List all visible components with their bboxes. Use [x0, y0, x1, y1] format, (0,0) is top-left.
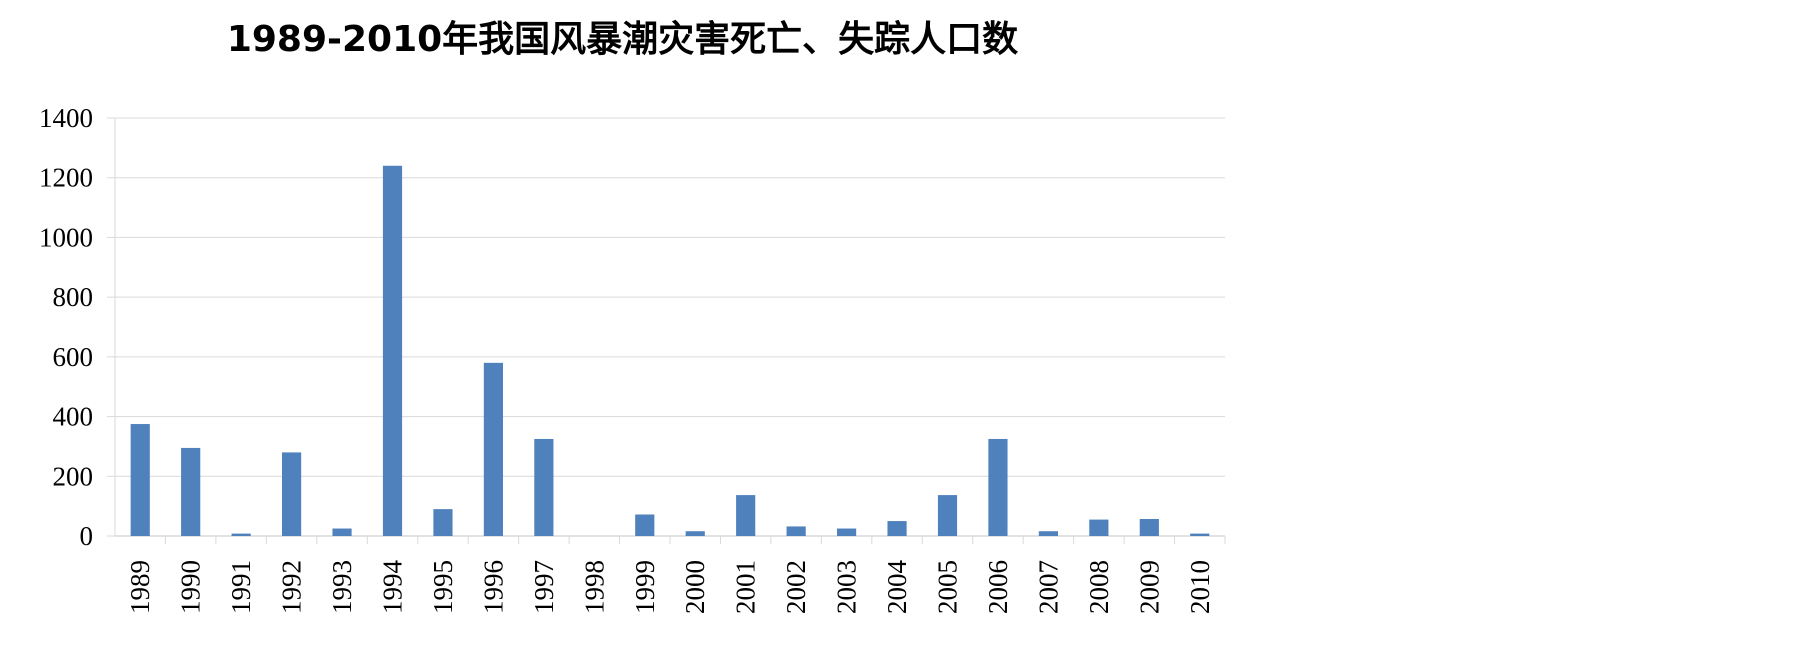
y-tick-label: 600: [53, 342, 94, 372]
bar-2010: [1190, 533, 1210, 536]
x-tick-label-1991: 1991: [226, 560, 256, 614]
x-tick-label-1998: 1998: [579, 560, 609, 614]
chart-title: 1989-2010年我国风暴潮灾害死亡、失踪人口数: [226, 19, 1019, 60]
y-tick-label: 0: [80, 521, 94, 551]
bar-1997: [534, 438, 554, 536]
bar-2006: [988, 438, 1008, 536]
x-tick-label-1989: 1989: [125, 560, 155, 614]
x-tick-label-1996: 1996: [478, 560, 508, 614]
bar-2007: [1038, 531, 1058, 536]
x-tick-label-2000: 2000: [680, 560, 710, 614]
x-tick-label-2001: 2001: [731, 560, 761, 614]
bar-1993: [332, 528, 352, 536]
y-tick-label: 1000: [39, 222, 93, 252]
bar-2004: [887, 521, 907, 536]
bar-1990: [181, 447, 201, 536]
axes: [107, 117, 1226, 544]
x-tick-label-2008: 2008: [1084, 560, 1114, 614]
bar-1995: [433, 509, 453, 536]
x-tick-label-1994: 1994: [378, 560, 408, 615]
x-tick-label-1992: 1992: [277, 560, 307, 614]
x-tick-label-2009: 2009: [1134, 560, 1164, 614]
x-tick-label-1999: 1999: [630, 560, 660, 614]
y-tick-label: 1200: [39, 163, 93, 193]
bar-2005: [937, 495, 958, 536]
bar-2008: [1089, 519, 1109, 536]
y-tick-labels: 0 200 400 600 800 1000 1200 1400: [39, 103, 93, 551]
bar-1989: [130, 424, 150, 536]
x-tick-labels: 1989 1990 1991 1992 1993 1994 1995 1996 1997 1998…: [125, 560, 1215, 615]
y-tick-label: 1400: [39, 103, 93, 133]
bar-2009: [1139, 518, 1159, 536]
x-tick-label-2003: 2003: [832, 560, 862, 614]
y-tick-label: 400: [53, 402, 94, 432]
x-tick-label-1990: 1990: [176, 560, 206, 614]
y-tick-label: 800: [53, 282, 94, 312]
x-tick-label-1995: 1995: [428, 560, 458, 614]
bar-1992: [282, 452, 302, 536]
x-tick-label-2005: 2005: [933, 560, 963, 614]
bars: [130, 165, 1210, 536]
bar-1999: [635, 514, 655, 536]
x-tick-label-2002: 2002: [781, 560, 811, 614]
bar-2002: [786, 526, 806, 536]
x-tick-label-2004: 2004: [882, 560, 912, 615]
x-tick-label-1993: 1993: [327, 560, 357, 614]
x-tick-label-2007: 2007: [1033, 560, 1063, 614]
bar-2003: [837, 528, 857, 536]
x-tick-label-2006: 2006: [983, 560, 1013, 614]
bar-2000: [685, 531, 705, 536]
bar-1994: [382, 165, 403, 536]
bar-1991: [231, 533, 251, 536]
bar-1996: [483, 362, 503, 536]
y-tick-label: 200: [53, 461, 94, 491]
x-tick-label-1997: 1997: [529, 560, 559, 614]
gridlines: [115, 117, 1225, 477]
bar-2001: [736, 495, 756, 536]
x-tick-label-2010: 2010: [1185, 560, 1215, 614]
